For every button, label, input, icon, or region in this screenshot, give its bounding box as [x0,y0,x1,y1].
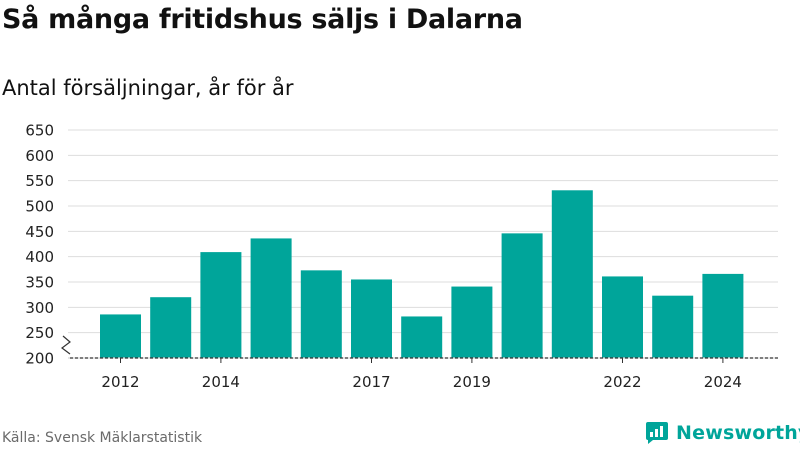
x-tick-label: 2014 [202,373,240,391]
bar-2018 [401,316,443,358]
bar-2022 [602,276,643,358]
bar-2013 [150,297,192,358]
y-tick-label: 500 [25,198,54,216]
y-tick-label: 450 [25,223,54,241]
y-tick-label: 650 [25,122,54,140]
chart-title: Så många fritidshus säljs i Dalarna [2,4,523,35]
bar-2023 [652,295,694,358]
bar-2021 [551,190,593,358]
brand-logo: Newsworthy [644,420,800,446]
source-note: Källa: Svensk Mäklarstatistik [2,430,203,446]
y-tick-label: 300 [25,299,54,317]
y-tick-label: 200 [25,350,54,368]
y-tick-label: 600 [25,147,54,165]
y-tick-label: 350 [25,274,54,292]
bar-2015 [250,238,292,358]
x-tick-label: 2022 [603,373,641,391]
chart-subtitle: Antal försäljningar, år för år [2,76,294,100]
x-tick-label: 2019 [453,373,491,391]
bar-2019 [451,286,493,358]
y-tick-label: 550 [25,172,54,190]
newsworthy-logo-icon [646,422,668,444]
x-tick-label: 2024 [704,373,742,391]
y-tick-label: 250 [25,324,54,342]
x-tick-label: 2012 [101,373,139,391]
bar-2024 [702,273,744,358]
y-tick-label: 400 [25,248,54,266]
brand-name: Newsworthy [676,422,800,444]
axis-break-icon [61,335,71,355]
bar-2017 [351,279,392,358]
bar-2012 [100,314,141,358]
bar-2014 [200,252,242,358]
bar-2016 [300,270,342,358]
x-tick-label: 2017 [352,373,390,391]
bar-2020 [501,233,543,358]
